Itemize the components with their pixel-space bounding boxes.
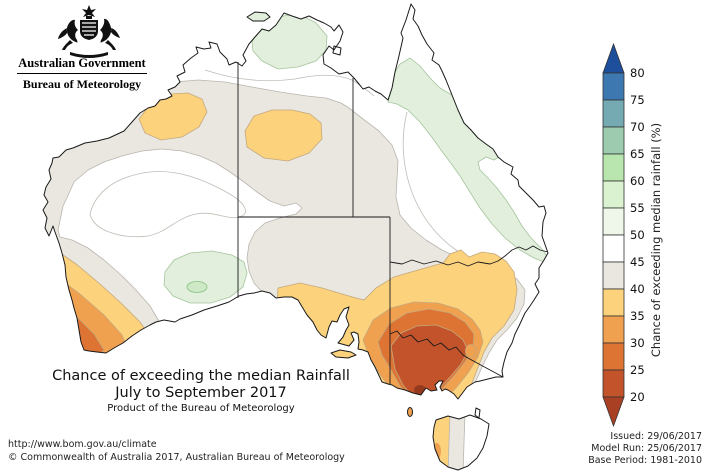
legend-tick-label: 50 — [630, 228, 645, 242]
region-35-40-nt-patch — [244, 109, 323, 162]
legend-swatch — [602, 99, 625, 128]
rainfall-legend: 80 75 70 65 60 55 50 45 40 35 30 25 20 — [602, 42, 645, 428]
legend-swatch — [602, 180, 625, 209]
footer-issued: Issued: 29/06/2017 — [610, 431, 702, 442]
coastline-tasmania — [432, 414, 490, 471]
legend-tick-label: 35 — [630, 309, 645, 323]
gov-divider — [17, 73, 147, 74]
region-40-45-tasmania-mid — [447, 411, 466, 470]
footer-base-period: Base Period: 1981-2010 — [588, 455, 702, 466]
legend-tick-label: 20 — [630, 390, 645, 404]
legend-tick-label: 65 — [630, 147, 645, 161]
legend-swatch — [602, 261, 625, 290]
crest-star-icon — [82, 5, 96, 17]
region-green-melville-island — [247, 12, 270, 21]
legend-tick-label: 55 — [630, 201, 645, 215]
coastline-islands — [246, 11, 481, 419]
legend-tick-label: 30 — [630, 336, 645, 350]
legend-swatch — [602, 288, 625, 317]
footer-url: http://www.bom.gov.au/climate — [8, 439, 157, 450]
gov-name: Australian Government — [18, 56, 146, 70]
contour-line-wa — [89, 171, 246, 238]
footer-right: Issued: 29/06/2017 Model Run: 25/06/2017… — [588, 431, 702, 467]
coastline-king-island — [407, 407, 413, 417]
footer-model-run: Model Run: 25/06/2017 — [591, 443, 702, 454]
legend-tick-label: 60 — [630, 174, 645, 188]
map-title-block: Chance of exceeding the median Rainfall … — [18, 368, 384, 416]
region-30-35-king-island — [407, 407, 413, 417]
emu-icon — [100, 18, 120, 50]
region-green-nullarbor — [163, 250, 248, 304]
state-borders — [237, 62, 549, 384]
map-product-note: Product of the Bureau of Meteorology — [107, 403, 295, 414]
legend-swatch — [602, 369, 625, 398]
kangaroo-icon — [58, 19, 78, 50]
legend-tick-label: 75 — [630, 93, 645, 107]
legend-arrow-above-80 — [602, 42, 625, 74]
legend-tick-label: 70 — [630, 120, 645, 134]
legend-swatch — [602, 126, 625, 155]
coastline-mainland — [42, 3, 549, 400]
footer-copyright: © Commonwealth of Australia 2017, Austra… — [8, 452, 345, 463]
australian-coat-of-arms-icon — [58, 5, 120, 58]
legend-tick-label: 80 — [630, 66, 645, 80]
legend-swatch — [602, 153, 625, 182]
legend-tick-label: 40 — [630, 282, 645, 296]
legend-swatch — [602, 342, 625, 371]
legend-arrow-below-20 — [602, 396, 625, 428]
legend-swatch — [602, 315, 625, 344]
map-title: Chance of exceeding the median Rainfall — [52, 368, 350, 384]
legend-tick-label: 45 — [630, 255, 645, 269]
map-period: July to September 2017 — [115, 385, 287, 401]
region-green-nullarbor-inner — [186, 281, 208, 293]
region-green-qld-coast — [387, 57, 548, 263]
legend-swatch — [602, 234, 625, 263]
bureau-name: Bureau of Meteorology — [22, 77, 142, 91]
legend-axis-label: Chance of exceeding median rainfall (%) — [649, 122, 663, 358]
region-30-35-ring — [465, 344, 477, 358]
legend-tick-label: 25 — [630, 363, 645, 377]
legend-swatch — [602, 72, 625, 101]
region-green-top-end — [251, 14, 328, 70]
region-20-25-southeast — [390, 324, 469, 401]
legend-swatch — [602, 207, 625, 236]
footer-left: http://www.bom.gov.au/climate © Commonwe… — [8, 438, 345, 464]
